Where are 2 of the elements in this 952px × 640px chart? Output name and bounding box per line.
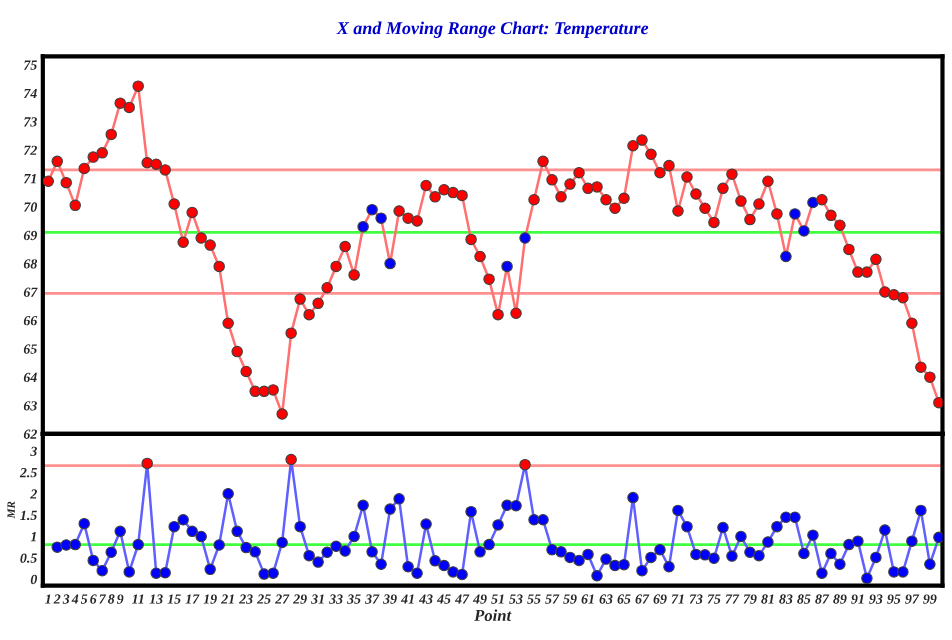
x-axis-title: Point (474, 609, 512, 622)
chart-title: X and Moving Range Chart: Temperature (336, 21, 649, 38)
